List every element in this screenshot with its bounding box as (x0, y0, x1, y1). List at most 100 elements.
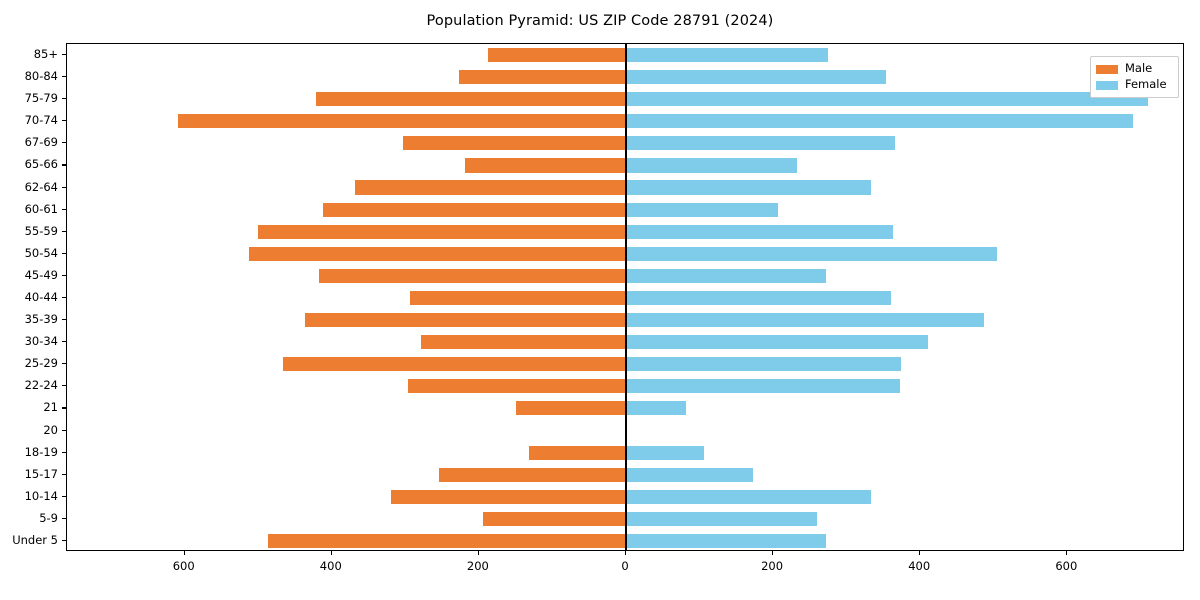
y-tick-label: 5-9 (39, 510, 58, 525)
x-tick-mark (772, 551, 774, 555)
y-tick-mark (62, 76, 66, 78)
bar-male[interactable] (178, 114, 626, 129)
x-tick-label: 0 (621, 559, 629, 573)
bar-female[interactable] (626, 136, 896, 151)
bar-female[interactable] (626, 224, 893, 239)
bar-female[interactable] (626, 202, 779, 217)
bar-female[interactable] (626, 290, 891, 306)
y-tick-label: 40-44 (24, 290, 58, 304)
bar-male[interactable] (420, 335, 626, 350)
y-tick-label: 65-66 (24, 157, 58, 172)
bar-female[interactable] (626, 445, 704, 460)
legend-label-male: Male (1125, 61, 1153, 76)
bar-female[interactable] (626, 511, 818, 526)
x-tick-label: 400 (319, 559, 342, 573)
legend-swatch-female-icon (1096, 80, 1118, 90)
page-title: Population Pyramid: US ZIP Code 28791 (2… (426, 13, 774, 29)
bar-female[interactable] (626, 92, 1149, 107)
bar-row (67, 158, 1183, 173)
bar-male[interactable] (459, 70, 626, 85)
bar-male[interactable] (408, 379, 626, 394)
x-tick-mark (330, 551, 332, 555)
bar-male[interactable] (403, 136, 626, 151)
bar-row (67, 268, 1183, 283)
bar-male[interactable] (391, 489, 626, 504)
bar-male[interactable] (439, 467, 626, 482)
bar-female[interactable] (626, 246, 998, 261)
y-tick-label: 62-64 (24, 179, 58, 194)
bar-row (67, 92, 1183, 107)
bar-row (67, 401, 1183, 416)
y-tick-mark (62, 142, 66, 144)
legend: Male Female (1090, 56, 1179, 98)
bar-female[interactable] (626, 533, 827, 548)
y-tick-label: 18-19 (24, 444, 58, 459)
bar-male[interactable] (487, 47, 626, 63)
bar-male[interactable] (283, 357, 626, 372)
y-tick-mark (62, 120, 66, 122)
y-tick-label: 60-61 (24, 201, 58, 216)
zero-axis-line (625, 44, 627, 550)
bar-male[interactable] (322, 202, 626, 217)
bar-row (67, 114, 1183, 129)
bar-female[interactable] (626, 268, 827, 283)
bar-male[interactable] (355, 180, 626, 195)
y-tick-label: Under 5 (12, 532, 58, 547)
bar-female[interactable] (626, 401, 686, 416)
bar-female[interactable] (626, 357, 902, 372)
bar-female[interactable] (626, 313, 985, 328)
y-tick-label: 80-84 (24, 69, 58, 84)
bar-male[interactable] (464, 158, 626, 173)
bar-male[interactable] (528, 445, 626, 460)
y-tick-mark (62, 429, 66, 431)
x-tick-label: 600 (1055, 559, 1078, 573)
bar-female[interactable] (626, 467, 753, 482)
bar-row (67, 511, 1183, 526)
bar-male[interactable] (267, 533, 626, 548)
y-tick-label: 10-14 (24, 488, 58, 503)
bar-row (67, 47, 1183, 63)
x-tick-mark (625, 551, 627, 555)
y-tick-label: 21 (43, 400, 58, 415)
bar-male[interactable] (305, 313, 626, 328)
y-tick-label: 30-34 (24, 334, 58, 349)
y-tick-mark (62, 54, 66, 56)
bar-female[interactable] (626, 158, 798, 173)
y-tick-label: 45-49 (24, 267, 58, 282)
bar-female[interactable] (626, 489, 871, 504)
legend-item-male[interactable]: Male (1096, 61, 1173, 77)
y-tick-mark (62, 363, 66, 365)
y-tick-mark (62, 319, 66, 321)
x-tick-mark (1066, 551, 1068, 555)
y-tick-mark (62, 451, 66, 453)
bar-female[interactable] (626, 70, 886, 85)
bar-female[interactable] (626, 379, 900, 394)
bar-female[interactable] (626, 335, 928, 350)
bar-male[interactable] (319, 268, 626, 283)
y-tick-mark (62, 98, 66, 100)
y-tick-mark (62, 297, 66, 299)
bar-male[interactable] (409, 290, 626, 306)
y-tick-mark (62, 495, 66, 497)
bar-female[interactable] (626, 180, 871, 195)
bar-row (67, 180, 1183, 195)
y-tick-mark (62, 274, 66, 276)
bar-male[interactable] (315, 92, 626, 107)
bar-male[interactable] (515, 401, 626, 416)
y-tick-label: 15-17 (24, 466, 58, 481)
bar-male[interactable] (249, 246, 626, 261)
bar-female[interactable] (626, 114, 1133, 129)
bar-male[interactable] (483, 511, 626, 526)
legend-swatch-male-icon (1096, 64, 1118, 74)
y-tick-mark (62, 539, 66, 542)
bar-row (67, 70, 1183, 85)
x-tick-label: 200 (466, 559, 489, 573)
x-tick-label: 600 (172, 559, 195, 573)
legend-item-female[interactable]: Female (1096, 77, 1173, 93)
legend-label-female: Female (1125, 77, 1167, 92)
y-tick-mark (62, 230, 66, 232)
bar-male[interactable] (258, 224, 626, 239)
bar-female[interactable] (626, 47, 829, 63)
bar-row (67, 357, 1183, 372)
